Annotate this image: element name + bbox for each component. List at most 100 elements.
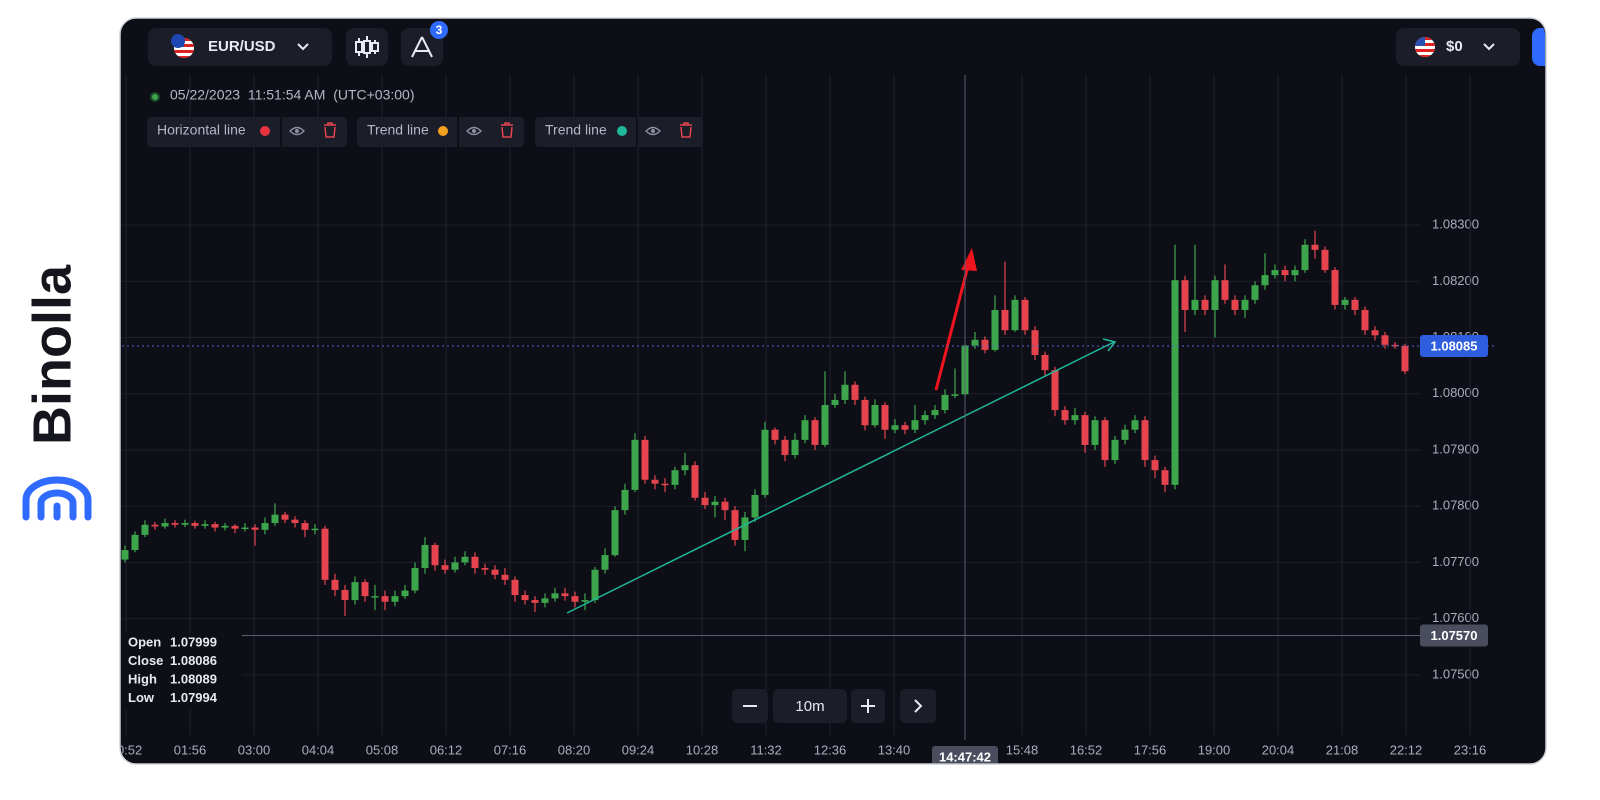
candle-body [1131,420,1139,430]
candle-body [911,420,919,430]
current-price-box [1420,334,1488,357]
candle-body [871,405,879,426]
plus-icon [861,699,875,713]
eye-icon[interactable] [645,126,661,136]
ohlc-label: Close [128,653,163,668]
y-tick-label: 1.07500 [1432,666,1479,681]
compass-icon [411,36,433,58]
candle-body [341,589,349,601]
candle-body [211,524,219,528]
candle-body [1161,470,1169,485]
candle-body [1391,344,1399,347]
candle-body [1261,275,1269,286]
candle-body [1181,280,1189,310]
candle-body [1001,309,1009,331]
candle-body [741,517,749,540]
drawing-color [260,126,270,136]
candle-body [1151,460,1159,471]
ohlc-value: 1.07994 [170,690,218,705]
delete-icon[interactable] [501,122,513,138]
candle-body [501,574,509,580]
arrow-line [934,265,970,391]
candle-body [1301,244,1309,271]
eye-pupil [295,129,299,133]
flag-icon [1415,37,1435,57]
candle-body [661,483,669,486]
x-tick-label: 10:28 [686,742,719,757]
pair-name: EUR/USD [208,38,276,55]
candle-body [241,527,249,530]
delete-icon[interactable] [324,122,336,138]
badge [430,21,448,39]
drawing-chip[interactable] [147,117,347,147]
candle-body [691,465,699,498]
candle-body [891,425,899,430]
x-tick-label: 07:16 [494,742,527,757]
x-tick-label: 12:36 [814,742,847,757]
candle-body [511,579,519,596]
action-button[interactable] [1532,28,1562,66]
candle-body [1371,330,1379,336]
candle-body [1351,299,1359,310]
delete-icon[interactable] [680,122,692,138]
candle-body [231,525,239,529]
candle-body [321,528,329,580]
interval-button[interactable] [773,689,847,723]
y-tick-label: 1.07700 [1432,554,1479,569]
candle-body [1041,354,1049,371]
x-tick-label: 03:00 [238,742,271,757]
flag-icon [171,34,194,58]
x-tick-label: 09:24 [622,742,655,757]
candle-body [441,565,449,570]
candle-body [791,439,799,456]
candle-body [641,439,649,480]
eye-icon[interactable] [466,126,482,136]
candle-body [381,596,389,602]
candle-body [701,497,709,506]
x-tick-label: 04:04 [302,742,335,757]
candle-body [1171,280,1179,485]
candle-body [771,429,779,440]
candle-body [711,501,719,506]
candle-body [621,489,629,511]
ohlc-value: 1.07999 [170,634,217,649]
x-tick-label: 00:52 [110,742,143,757]
x-tick-label: 11:32 [750,742,782,757]
candle-body [1081,415,1089,445]
candle-body [941,394,949,411]
crosshair-price-label: 1.07570 [1431,628,1478,643]
brand-logo [22,476,92,521]
candle-body [201,524,209,526]
candle-body [1321,249,1329,271]
candle-body [1031,330,1039,355]
candle-body [531,600,539,603]
overlay: 1.08085 1.07570 14:47:42 [122,334,1496,764]
pair-selector[interactable] [148,28,332,66]
candle-body [361,582,369,597]
badge-count: 3 [436,23,443,37]
y-tick-label: 1.08300 [1432,217,1479,232]
candle-body [1361,309,1369,331]
crosshair-time-label: 14:47:42 [939,749,991,764]
candle-body [391,596,399,602]
candle-body [801,420,809,440]
candle-body [1071,415,1079,421]
candle-body [601,555,609,570]
plot: 1.083001.082001.081001.080001.079001.078… [110,75,1486,757]
crosshair-price-box [1420,624,1488,647]
candle-body [1381,335,1389,345]
next-button[interactable] [900,689,936,723]
ohlc-label: High [128,671,157,686]
candle-body [811,420,819,445]
eye-icon[interactable] [289,126,305,136]
drawing-color [438,126,448,136]
candle-body [931,410,939,416]
ohlc-label: Open [128,634,161,649]
brand-name: Binolla [22,264,82,445]
candle-body [251,527,259,530]
candle-body [1291,270,1299,276]
x-tick-label: 22:12 [1390,742,1423,757]
status-dot [152,94,158,100]
app-panel [119,17,1547,765]
